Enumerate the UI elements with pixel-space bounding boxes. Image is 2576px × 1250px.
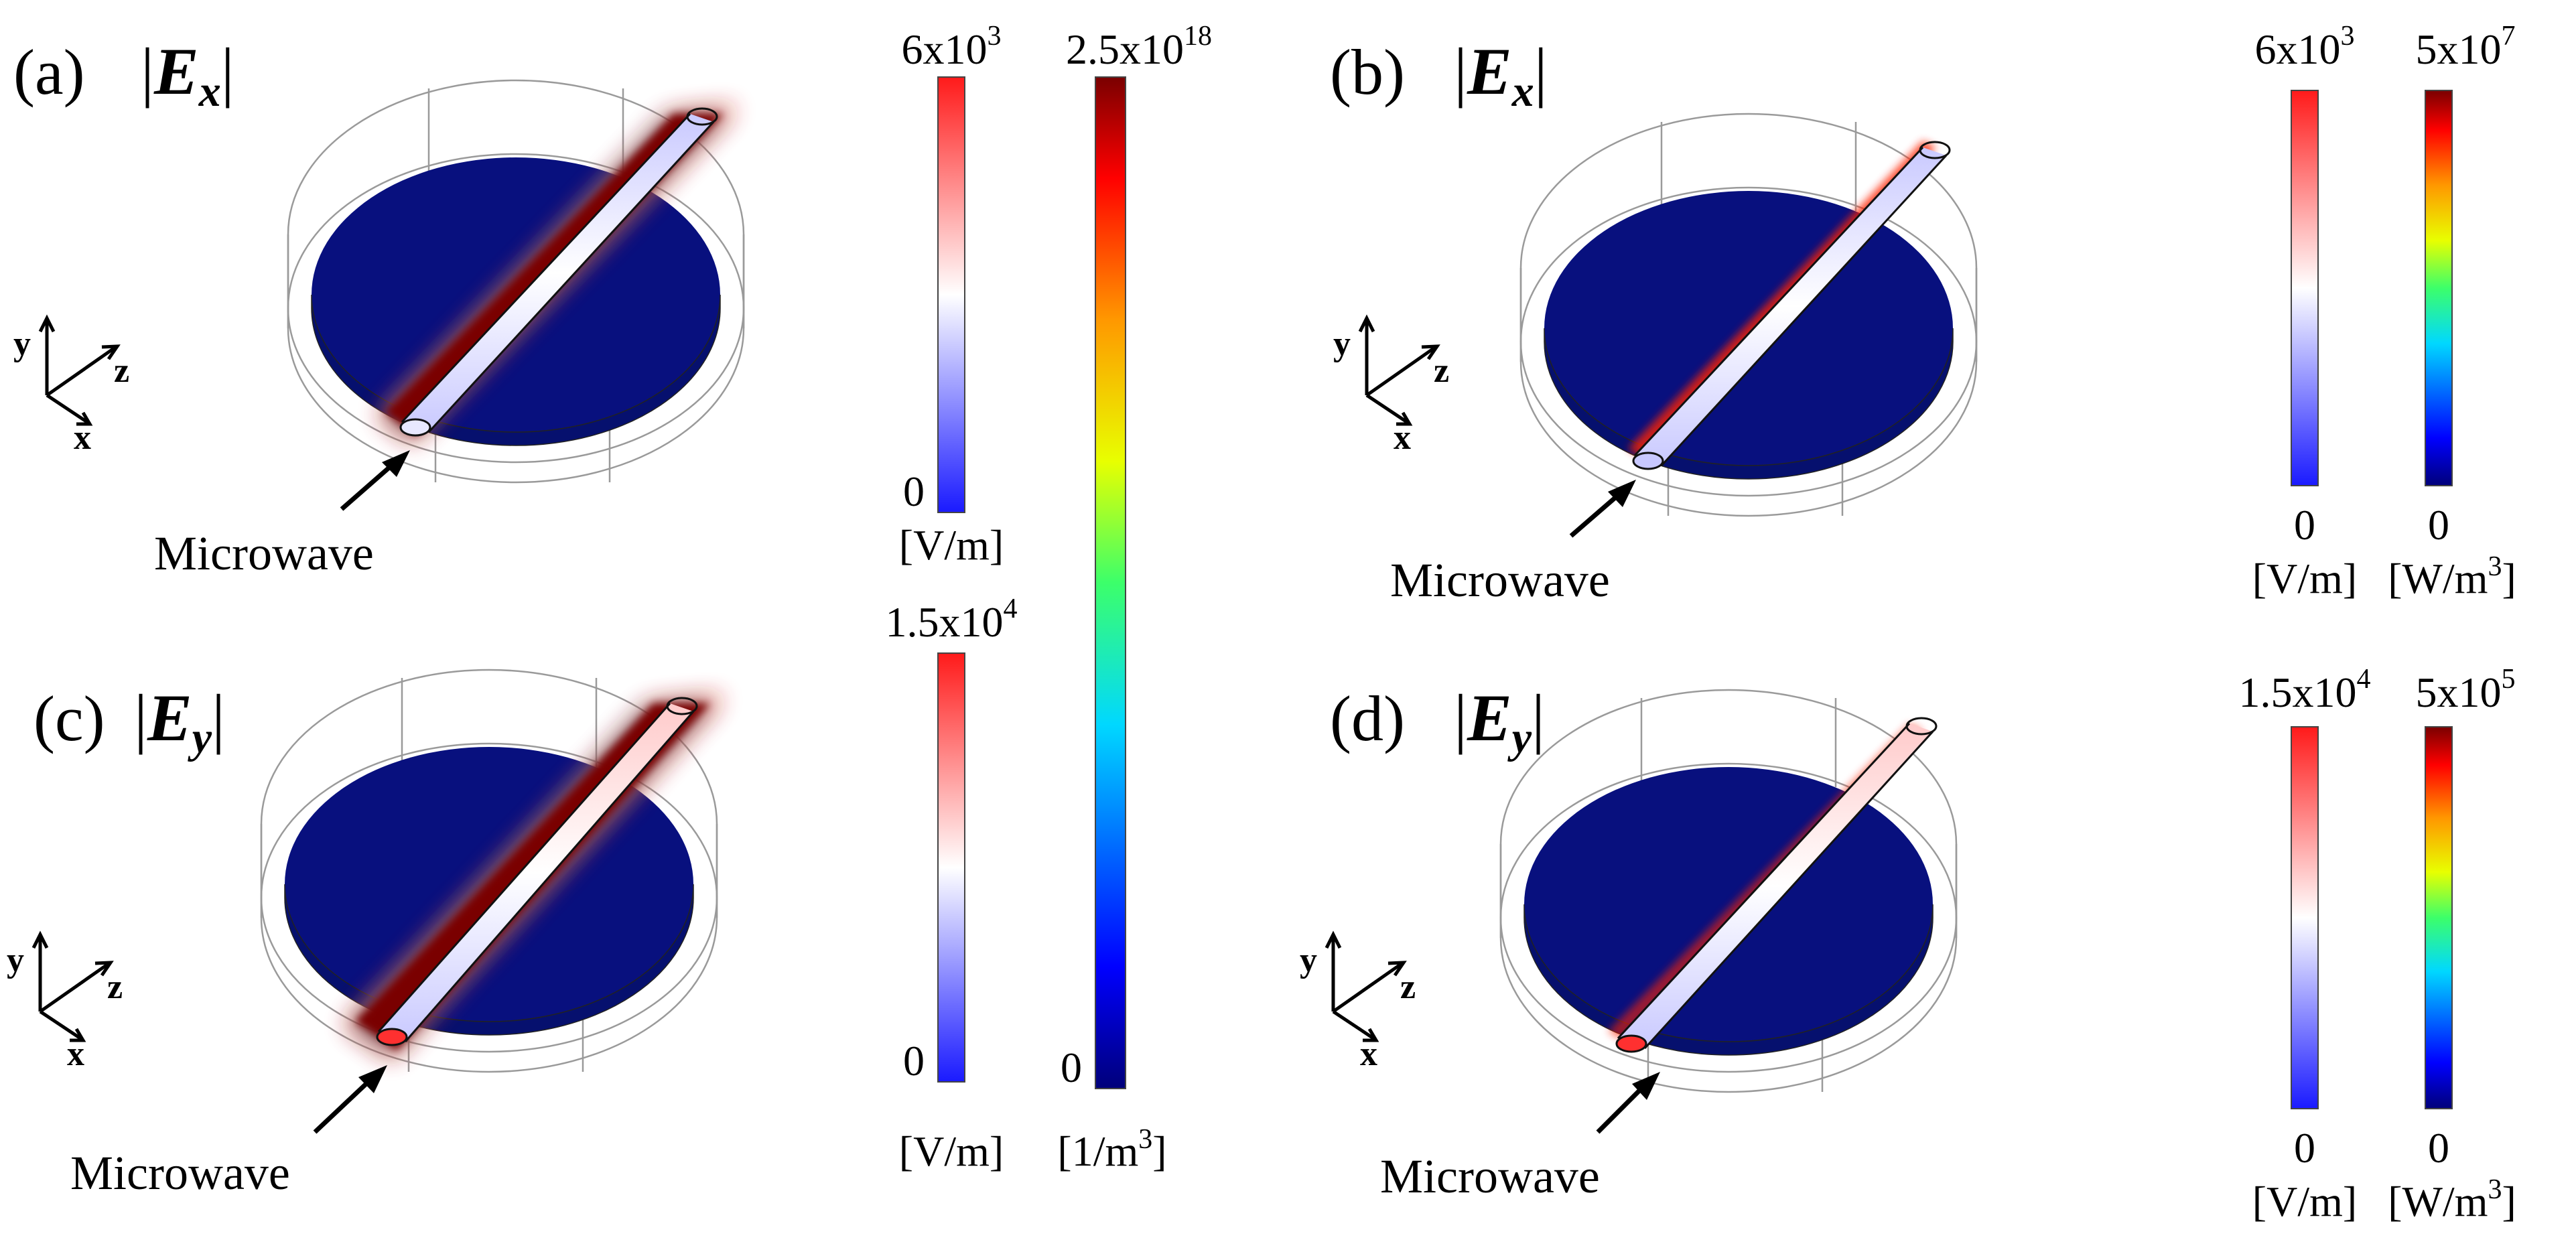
- colorbar-density: 2.5x1018 0 [1/m3]: [1057, 21, 1212, 1175]
- coordinate-axes-icon: [31, 930, 114, 1042]
- panel-b-source-label: Microwave: [1390, 553, 1610, 607]
- panel-b-axes: y z x: [1333, 314, 1449, 457]
- colorbar-c-field-min: 0: [903, 1037, 925, 1085]
- colorbar-d-power-unit: [W/m3]: [2388, 1174, 2516, 1225]
- colorbar-b-field-max: 6x103: [2255, 21, 2355, 73]
- colorbar-a-field: 6x103 0 [V/m]: [899, 21, 1004, 569]
- colorbar-d-power: 5x105 0 [W/m3]: [2388, 664, 2516, 1225]
- colorbar-d-power-bar: [2425, 726, 2453, 1109]
- colorbar-b-field-unit: [V/m]: [2252, 555, 2357, 602]
- panel-a: (a) |Ex| y z x: [13, 34, 745, 580]
- colorbar-b-power-bar: [2425, 90, 2453, 486]
- colorbar-d-field: 1.5x104 0 [V/m]: [2239, 664, 2371, 1225]
- arrow-icon: [313, 1065, 387, 1134]
- colorbar-d-field-max: 1.5x104: [2239, 664, 2371, 716]
- coordinate-axes-icon: [1325, 930, 1407, 1042]
- colorbar-density-bar: [1095, 76, 1126, 1089]
- panel-d: (d) |Ey| y z x: [1300, 681, 1958, 1203]
- panel-b-component: |Ex|: [1454, 34, 1548, 116]
- panel-c-waveguide: [376, 697, 698, 1046]
- arrow-icon: [1569, 480, 1636, 538]
- panel-d-waveguide: [1615, 717, 1938, 1053]
- panel-c-axes: y z x: [7, 930, 123, 1073]
- colorbar-a-field-max: 6x103: [902, 21, 1002, 73]
- colorbar-b-power-min: 0: [2428, 501, 2449, 549]
- panel-b-waveguide: [1632, 141, 1951, 470]
- panel-a-source-label: Microwave: [154, 527, 374, 580]
- panel-c-label: (c): [33, 683, 105, 754]
- panel-d-source: Microwave: [1380, 1072, 1660, 1203]
- axis-x-label: x: [1394, 419, 1411, 457]
- arrow-icon: [1596, 1072, 1660, 1134]
- panel-a-waveguide: [399, 107, 718, 437]
- panel-c: (c) |Ey| y z x: [7, 669, 724, 1200]
- panel-b: (b) |Ex| y z x: [1330, 34, 1978, 607]
- colorbar-d-field-bar: [2291, 726, 2319, 1109]
- axis-z-label: z: [107, 968, 123, 1006]
- axis-x-label: x: [1360, 1035, 1377, 1073]
- panel-d-scene: [1499, 689, 1958, 1093]
- colorbar-b-field: 6x103 0 [V/m]: [2252, 21, 2357, 602]
- axis-z-label: z: [1434, 352, 1449, 390]
- axis-y-label: y: [1333, 325, 1351, 363]
- colorbar-d-power-max: 5x105: [2416, 664, 2516, 716]
- colorbar-b-power-max: 5x107: [2416, 21, 2516, 73]
- colorbar-density-min: 0: [1061, 1044, 1082, 1091]
- axis-z-label: z: [114, 352, 129, 390]
- colorbar-b-field-min: 0: [2294, 501, 2315, 549]
- colorbar-d-field-unit: [V/m]: [2252, 1178, 2357, 1225]
- colorbar-c-field-max: 1.5x104: [886, 594, 1018, 646]
- axis-z-label: z: [1400, 968, 1416, 1006]
- colorbar-d-field-min: 0: [2294, 1124, 2315, 1172]
- axis-y-label: y: [7, 941, 24, 979]
- panel-a-scene: [287, 79, 745, 484]
- panel-d-source-label: Microwave: [1380, 1150, 1600, 1203]
- colorbar-a-field-unit: [V/m]: [899, 521, 1004, 569]
- panel-d-label: (d): [1330, 683, 1405, 754]
- panel-c-component: |Ey|: [134, 681, 225, 762]
- colorbar-c-field-unit: [V/m]: [899, 1127, 1004, 1175]
- colorbar-density-max: 2.5x1018: [1066, 21, 1212, 73]
- panel-a-axes: y z x: [13, 314, 129, 457]
- colorbar-b-field-bar: [2291, 90, 2319, 486]
- panel-c-scene: [260, 669, 724, 1073]
- panel-c-source-label: Microwave: [70, 1146, 290, 1200]
- colorbar-b-power-unit: [W/m3]: [2388, 551, 2516, 602]
- colorbar-c-field-bar: [937, 652, 965, 1083]
- colorbar-c-field: 1.5x104 0 [V/m]: [886, 594, 1018, 1175]
- panel-a-component: |Ex|: [141, 34, 234, 116]
- colorbar-density-unit: [1/m3]: [1057, 1124, 1166, 1175]
- colorbar-a-field-min: 0: [903, 468, 925, 515]
- axis-y-label: y: [13, 325, 31, 363]
- coordinate-axes-icon: [38, 314, 121, 426]
- panel-d-component: |Ey|: [1454, 681, 1545, 762]
- panel-a-source: Microwave: [154, 450, 410, 580]
- colorbar-d-power-min: 0: [2428, 1124, 2449, 1172]
- axis-x-label: x: [74, 419, 91, 457]
- axis-x-label: x: [67, 1035, 84, 1073]
- colorbar-b-power: 5x107 0 [W/m3]: [2388, 21, 2516, 602]
- coordinate-axes-icon: [1358, 314, 1440, 426]
- panel-b-source: Microwave: [1390, 480, 1636, 607]
- colorbar-a-field-bar: [937, 76, 965, 513]
- axis-y-label: y: [1300, 941, 1317, 979]
- arrow-icon: [340, 450, 410, 511]
- panel-c-source: Microwave: [70, 1065, 387, 1200]
- panel-b-label: (b): [1330, 36, 1405, 108]
- panel-b-scene: [1519, 113, 1978, 517]
- panel-a-label: (a): [13, 36, 85, 108]
- panel-d-axes: y z x: [1300, 930, 1416, 1073]
